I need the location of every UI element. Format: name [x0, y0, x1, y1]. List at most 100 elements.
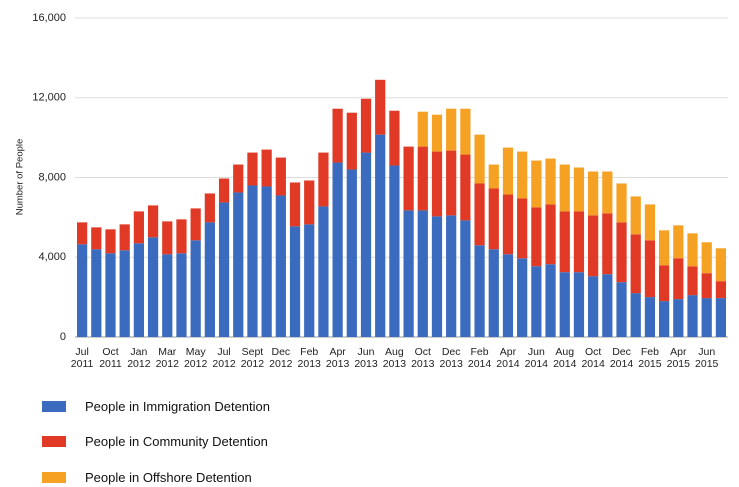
bar-segment	[488, 249, 499, 337]
bar-segment	[275, 195, 286, 337]
bar-segment	[119, 250, 130, 337]
bar-segment	[375, 79, 386, 135]
x-tick-label: May 2012	[183, 346, 208, 370]
bar-segment	[673, 225, 684, 259]
bar-segment	[659, 230, 670, 266]
bar-segment	[105, 229, 116, 254]
bar-segment	[91, 227, 102, 250]
bar-segment	[304, 180, 315, 225]
bar-segment	[176, 253, 187, 337]
bar-segment	[446, 108, 457, 151]
bar-segment	[417, 210, 428, 337]
bar-segment	[630, 293, 641, 337]
bar-segment	[460, 220, 471, 337]
bar-segment	[318, 152, 329, 207]
bar-segment	[247, 185, 258, 337]
bar-segment	[446, 150, 457, 216]
bar-segment	[715, 298, 727, 337]
bar-segment	[190, 240, 201, 337]
bar-segment	[204, 222, 215, 337]
bar-segment	[417, 111, 428, 147]
legend-item: People in Offshore Detention	[42, 469, 252, 485]
bar-segment	[460, 108, 471, 155]
x-tick-label: Feb 2015	[638, 346, 662, 370]
bar-segment	[573, 167, 585, 212]
bar-segment	[701, 242, 712, 274]
bar-segment	[559, 164, 570, 212]
x-tick-label: Jun 2013	[354, 346, 378, 370]
bar-segment	[488, 188, 499, 250]
bar-segment	[644, 297, 656, 337]
bar-segment	[346, 169, 357, 337]
y-tick-label: 16,000	[32, 12, 66, 24]
bar-segment	[545, 158, 556, 205]
legend-label: People in Offshore Detention	[85, 469, 252, 485]
bar-segment	[289, 226, 301, 337]
bar-segment	[644, 204, 656, 241]
bar-segment	[261, 149, 272, 187]
bar-segment	[715, 281, 727, 299]
bar-segment	[133, 211, 144, 244]
bar-segment	[431, 114, 443, 152]
legend-swatch	[42, 471, 66, 483]
legend-swatch	[42, 400, 66, 412]
bar-segment	[446, 215, 457, 337]
bar-segment	[247, 152, 258, 186]
bar-segment	[517, 198, 528, 259]
bar-segment	[119, 224, 130, 251]
bar-segment	[431, 151, 443, 217]
bar-segment	[474, 134, 485, 184]
bar-segment	[673, 258, 684, 300]
bar-segment	[91, 249, 102, 337]
bar-segment	[502, 194, 514, 255]
bar-segment	[76, 222, 88, 245]
x-tick-label: Feb 2014	[467, 346, 492, 370]
bar-segment	[147, 205, 159, 238]
bar-segment	[289, 182, 301, 227]
x-tick-label: Jul 2012	[212, 346, 236, 370]
bar-segment	[659, 301, 670, 337]
x-tick-label: Dec 2013	[439, 346, 463, 370]
bar-segment	[559, 272, 570, 337]
bar-segment	[602, 213, 613, 275]
legend-label: People in Community Detention	[85, 434, 268, 449]
bar-segment	[644, 240, 656, 298]
y-tick-label: 8,000	[38, 171, 66, 183]
bar-segment	[460, 154, 471, 221]
bar-segment	[403, 210, 414, 337]
bar-segment	[176, 219, 187, 254]
legend-item: People in Immigration Detention	[42, 398, 270, 414]
x-tick-label: Apr 2015	[666, 346, 690, 370]
bar-segment	[218, 178, 230, 203]
legend-swatch	[42, 436, 66, 447]
bar-segment	[602, 274, 613, 337]
bar-segment	[147, 237, 159, 337]
bar-segment	[630, 196, 641, 235]
y-tick-label: 0	[60, 331, 66, 343]
x-tick-label: Apr 2014	[496, 346, 520, 370]
bar-segment	[701, 298, 712, 337]
bar-segment	[687, 295, 698, 337]
y-axis-title: Number of People	[15, 139, 26, 216]
x-tick-label: Dec 2012	[269, 346, 293, 370]
bar-segment	[517, 258, 528, 337]
bar-segment	[673, 299, 684, 337]
bar-segment	[190, 208, 201, 241]
y-tick-label: 4,000	[38, 251, 66, 263]
bar-segment	[360, 98, 372, 153]
bar-segment	[488, 164, 499, 189]
x-tick-label: Jun 2015	[695, 346, 719, 370]
x-tick-label: Jan 2012	[127, 346, 151, 370]
legend-item: People in Community Detention	[42, 434, 268, 450]
bar-segment	[474, 245, 485, 337]
bar-segment	[559, 211, 570, 273]
bar-segment	[233, 164, 244, 193]
bar-segment	[545, 264, 556, 337]
bar-segment	[687, 266, 698, 296]
bar-segment	[630, 234, 641, 294]
bar-segment	[502, 147, 514, 195]
bar-segment	[105, 253, 116, 337]
bar-segment	[133, 243, 144, 337]
